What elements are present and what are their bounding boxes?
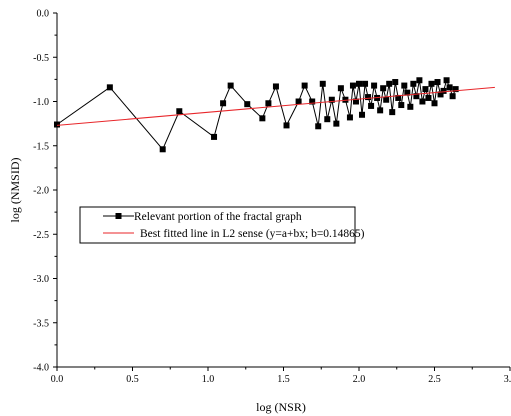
legend-label-fractal: Relevant portion of the fractal graph [134,211,302,223]
fractal-point [352,98,359,105]
fractal-series-line [56,78,457,151]
y-tick-label: -2.5 [33,230,49,241]
fractal-point [365,94,372,101]
fractal-point [342,96,349,103]
y-axis-title: log (NMSID) [8,157,22,222]
fractal-point [259,115,266,122]
fractal-point [371,82,378,89]
fractal-point [159,146,166,153]
fractal-point [431,100,438,107]
fractal-point [368,102,375,109]
x-tick-label: 1.5 [277,374,290,385]
x-tick-label: 0.5 [126,374,139,385]
fractal-point [386,80,393,87]
fitted-line [56,86,495,126]
fractal-point [211,133,218,140]
fractal-point [301,82,308,89]
fractal-point [407,103,414,110]
fractal-point [392,79,399,86]
plot-area [54,77,495,153]
fractal-point [295,98,302,105]
fractal-point [419,98,426,105]
axes [56,13,510,368]
y-tick-label: -1.0 [33,97,49,108]
y-tick-label: -1.5 [33,141,49,152]
fractal-point [404,89,411,96]
fractal-point [362,80,369,87]
fractal-point [346,114,353,121]
fractal-point [337,85,344,92]
fractal-point [359,111,366,118]
x-tick-label: 1.0 [202,374,215,385]
fractal-point [410,80,417,87]
fractal-point [309,98,316,105]
fractal-point [176,108,183,115]
fractal-point [349,82,356,89]
fractal-point [395,94,402,101]
fractal-point [437,91,444,98]
x-axis-ticks: 0.0 0.5 1.0 1.5 2.0 2.5 3.0 [51,367,511,385]
fractal-point [227,82,234,89]
fractal-point [319,80,326,87]
fractal-point [106,84,113,91]
fractal-point [315,123,322,130]
legend-symbol-fractal-marker [115,213,122,219]
fractal-point [272,83,279,90]
y-tick-label: 0.0 [37,9,50,20]
fractal-point [220,100,227,107]
legend: Relevant portion of the fractal graph Be… [79,206,365,244]
fractal-point [377,107,384,114]
x-tick-label: 2.5 [428,374,441,385]
fractal-point [389,109,396,116]
fractal-point [440,87,447,94]
y-axis-ticks: 0.0 -0.5 -1.0 -1.5 -2.0 -2.5 -3.0 -3.5 -4.0 [33,9,57,374]
fractal-point [413,93,420,100]
x-tick-label: 0.0 [51,374,64,385]
y-tick-label: -0.5 [33,53,49,64]
fractal-point [434,79,441,86]
fractal-point [443,77,450,84]
y-tick-label: -4.0 [33,363,49,374]
fractal-point [380,85,387,92]
fractal-point [422,86,429,93]
fractal-point [446,84,453,91]
x-tick-label: 2.0 [353,374,366,385]
y-tick-label: -2.0 [33,186,49,197]
fractal-point [398,102,405,109]
fractal-point [356,80,362,87]
fractal-point [324,116,331,123]
fractal-point [383,96,390,103]
fractal-point [452,86,459,93]
fractal-point [425,94,432,101]
fractal-point [416,77,423,84]
fractal-point [449,93,456,100]
fractal-point [54,121,60,128]
x-axis-title: log (NSR) [256,400,306,414]
fractal-point [333,120,340,127]
fractal-point [328,96,335,103]
legend-box [79,206,356,244]
fractal-point [428,80,435,87]
fractal-point [244,101,251,108]
x-tick-label: 3.0 [504,374,511,385]
y-tick-label: -3.0 [33,274,49,285]
fractal-point [283,122,290,129]
fractal-point [401,82,408,89]
fractal-point [265,100,272,107]
y-tick-label: -3.5 [33,318,49,329]
legend-label-fit: Best fitted line in L2 sense (y=a+bx; b=… [140,228,365,240]
